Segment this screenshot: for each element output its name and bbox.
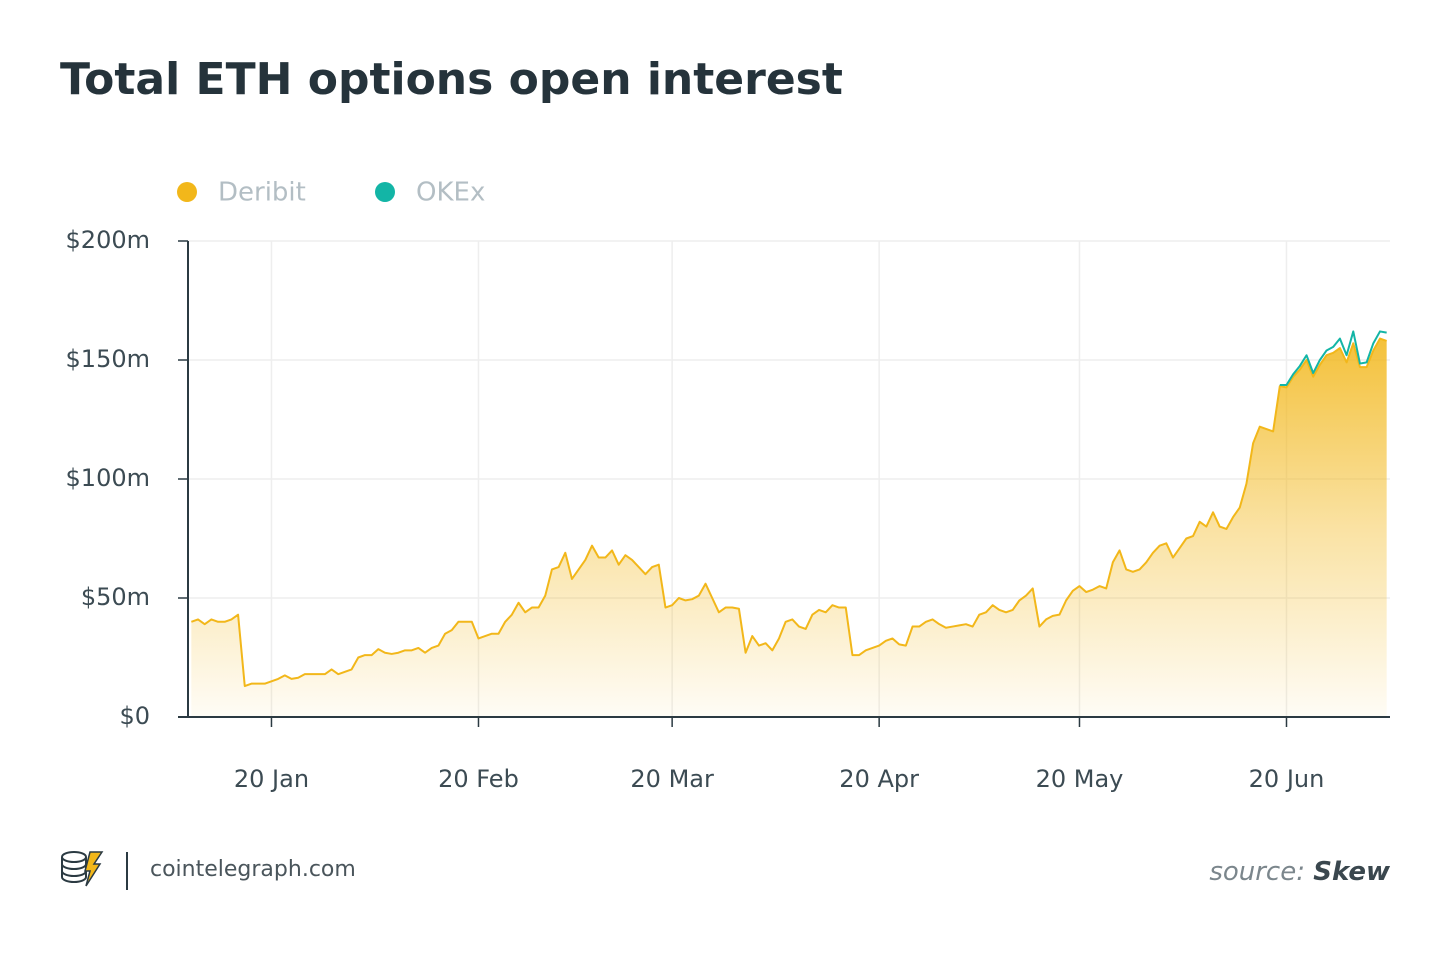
line: [1279, 330, 1387, 386]
line: [191, 337, 1387, 688]
y-tick-label: $200m: [66, 226, 150, 254]
chart-title: Total ETH options open interest: [60, 54, 843, 105]
plot-area: $0 $50m $100m $150m $200m 20 Jan 20 Feb 20 Mar 2…: [66, 226, 1390, 793]
x-tick-label: 20 Mar: [630, 765, 714, 793]
y-tick-label: $150m: [66, 345, 150, 373]
source-label: source:: [1209, 857, 1305, 887]
y-tick-label: $0: [119, 702, 150, 730]
x-tick-label: 20 Feb: [438, 765, 519, 793]
footer-site: cointelegraph.com: [150, 857, 356, 882]
legend-label: OKEx: [416, 178, 485, 208]
x-tick-label: 20 Jan: [234, 765, 309, 793]
x-tick-label: 20 Jun: [1249, 765, 1325, 793]
footer-source: source: Skew: [1209, 857, 1391, 887]
legend: Deribit OKEx: [177, 178, 485, 208]
legend-label: Deribit: [218, 178, 306, 208]
x-tick-label: 20 May: [1036, 765, 1124, 793]
area: [191, 338, 1387, 717]
legend-marker: [375, 182, 395, 202]
y-tick-label: $100m: [66, 464, 150, 492]
source-name: Skew: [1313, 857, 1391, 887]
legend-marker: [177, 182, 197, 202]
logo: [61, 851, 104, 887]
y-tick-label: $50m: [81, 583, 150, 611]
x-tick-label: 20 Apr: [839, 765, 919, 793]
